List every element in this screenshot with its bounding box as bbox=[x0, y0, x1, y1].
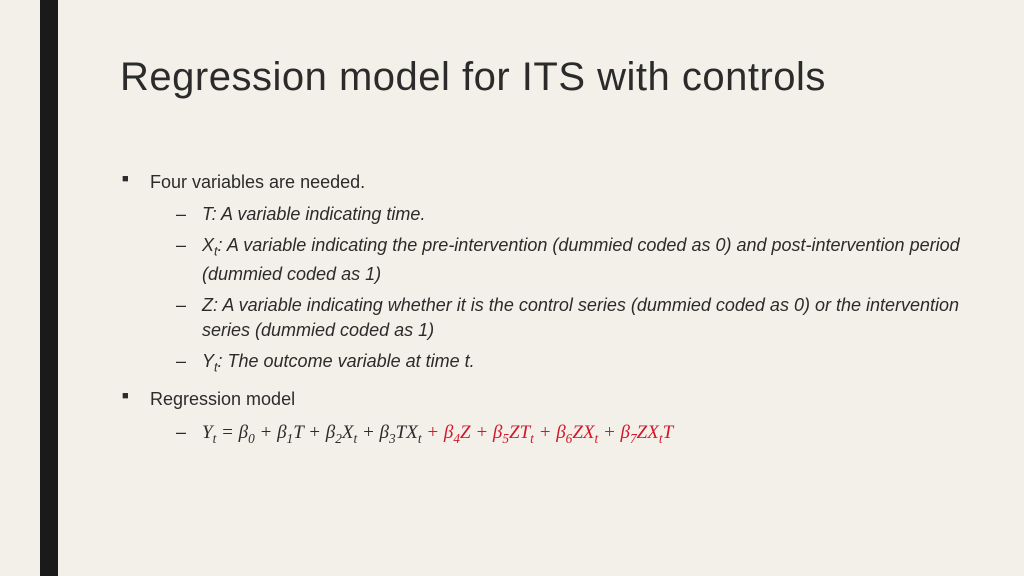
list-item: Xt: A variable indicating the pre-interv… bbox=[202, 233, 964, 286]
var-x-desc: : A variable indicating the pre-interven… bbox=[202, 235, 960, 283]
list-item: Four variables are needed. T: A variable… bbox=[150, 170, 964, 377]
model-list: Yt = β0 + β1T + β2Xt + β3TXt + β4Z + β5Z… bbox=[150, 420, 964, 448]
list-item: T: A variable indicating time. bbox=[202, 202, 964, 227]
var-z-label: Z bbox=[202, 295, 213, 315]
accent-bar bbox=[40, 0, 58, 576]
model-label: Regression model bbox=[150, 389, 295, 409]
var-y-label: Y bbox=[202, 351, 214, 371]
regression-equation: Yt = β0 + β1T + β2Xt + β3TXt + β4Z + β5Z… bbox=[202, 422, 673, 443]
var-x-label: X bbox=[202, 235, 214, 255]
list-item: Z: A variable indicating whether it is t… bbox=[202, 293, 964, 343]
var-t-desc: : A variable indicating time. bbox=[212, 204, 426, 224]
list-item: Yt = β0 + β1T + β2Xt + β3TXt + β4Z + β5Z… bbox=[202, 420, 964, 448]
page-title: Regression model for ITS with controls bbox=[120, 55, 964, 100]
var-t-label: T bbox=[202, 204, 212, 224]
slide-content: Regression model for ITS with controls F… bbox=[120, 55, 964, 458]
var-z-desc: : A variable indicating whether it is th… bbox=[202, 295, 959, 340]
var-y-desc: : The outcome variable at time t. bbox=[218, 351, 475, 371]
main-list: Four variables are needed. T: A variable… bbox=[120, 170, 964, 448]
list-item: Regression model Yt = β0 + β1T + β2Xt + … bbox=[150, 387, 964, 448]
intro-text: Four variables are needed. bbox=[150, 172, 365, 192]
variables-list: T: A variable indicating time. Xt: A var… bbox=[150, 202, 964, 377]
list-item: Yt: The outcome variable at time t. bbox=[202, 349, 964, 377]
